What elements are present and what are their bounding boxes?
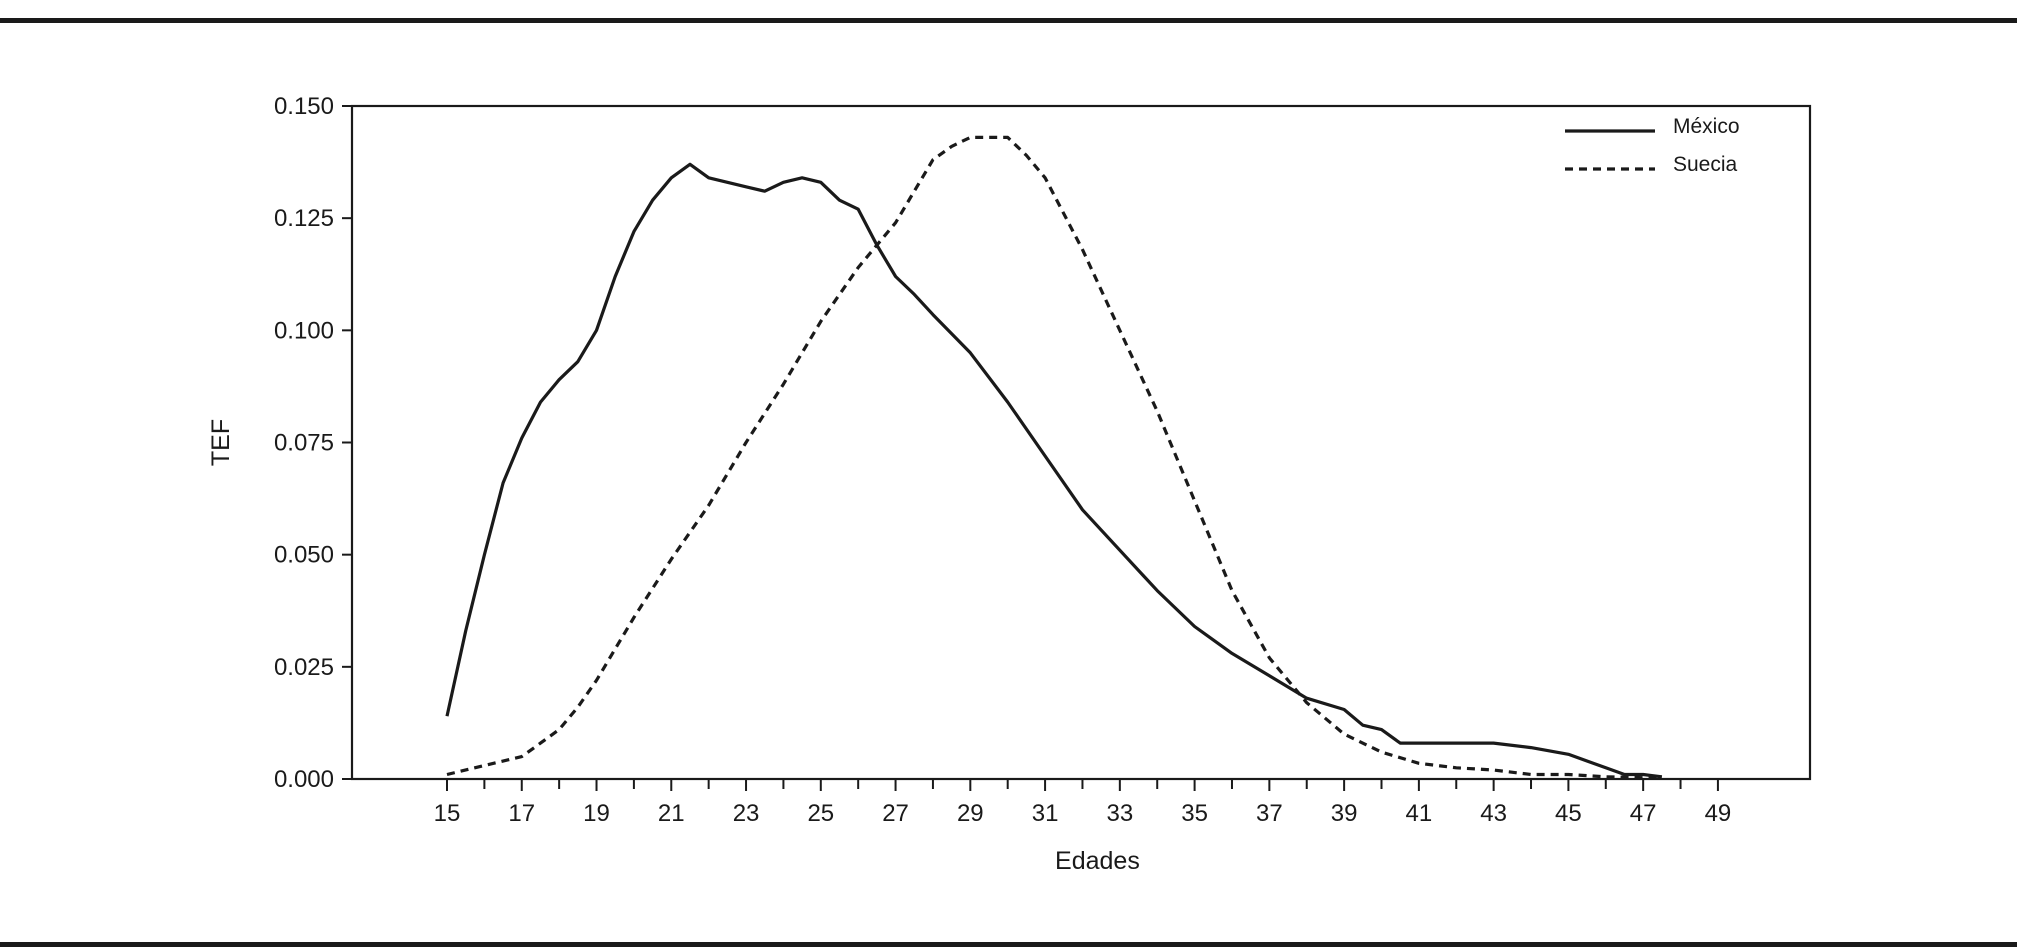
legend: México Suecia (1565, 115, 1740, 176)
x-tick-label: 21 (658, 800, 685, 827)
x-tick-label: 37 (1256, 800, 1283, 827)
x-tick-label: 25 (807, 800, 834, 827)
x-axis: 15 17 19 21 23 25 27 29 31 33 35 37 39 41 43 45 47 49 (434, 779, 1732, 827)
y-tick-label: 0.025 (274, 654, 334, 681)
x-tick-label: 41 (1406, 800, 1433, 827)
x-tick-label: 19 (583, 800, 610, 827)
y-axis: 0.000 0.025 0.050 0.075 0.100 0.125 0.150 (274, 93, 352, 793)
y-tick-label: 0.100 (274, 317, 334, 344)
x-tick-label: 23 (733, 800, 760, 827)
x-tick-label: 39 (1331, 800, 1358, 827)
y-tick-label: 0.150 (274, 93, 334, 120)
plot-frame (350, 104, 1812, 781)
x-tick-label: 35 (1181, 800, 1208, 827)
series-group (445, 135, 1663, 781)
y-tick-label: 0.075 (274, 430, 334, 457)
x-tick-label: 29 (957, 800, 984, 827)
x-tick-label: 27 (882, 800, 909, 827)
y-tick-label: 0.000 (274, 766, 334, 793)
bottom-rule (0, 942, 2017, 947)
x-tick-label: 43 (1480, 800, 1507, 827)
x-tick-label: 49 (1705, 800, 1732, 827)
series-line-suecia (446, 135, 1662, 781)
top-rule (0, 18, 2017, 23)
series-line-mexico (445, 162, 1663, 779)
y-tick-label: 0.050 (274, 542, 334, 569)
y-tick-label: 0.125 (274, 205, 334, 232)
x-axis-title: Edades (1055, 847, 1140, 875)
legend-label: México (1673, 115, 1740, 138)
x-tick-label: 45 (1555, 800, 1582, 827)
legend-label: Suecia (1673, 153, 1738, 176)
plot-area (350, 104, 1812, 781)
x-tick-label: 47 (1630, 800, 1657, 827)
x-tick-label: 31 (1032, 800, 1059, 827)
x-tick-label: 33 (1106, 800, 1133, 827)
y-axis-title: TEF (207, 419, 235, 466)
x-tick-label: 17 (508, 800, 535, 827)
x-tick-label: 15 (434, 800, 461, 827)
